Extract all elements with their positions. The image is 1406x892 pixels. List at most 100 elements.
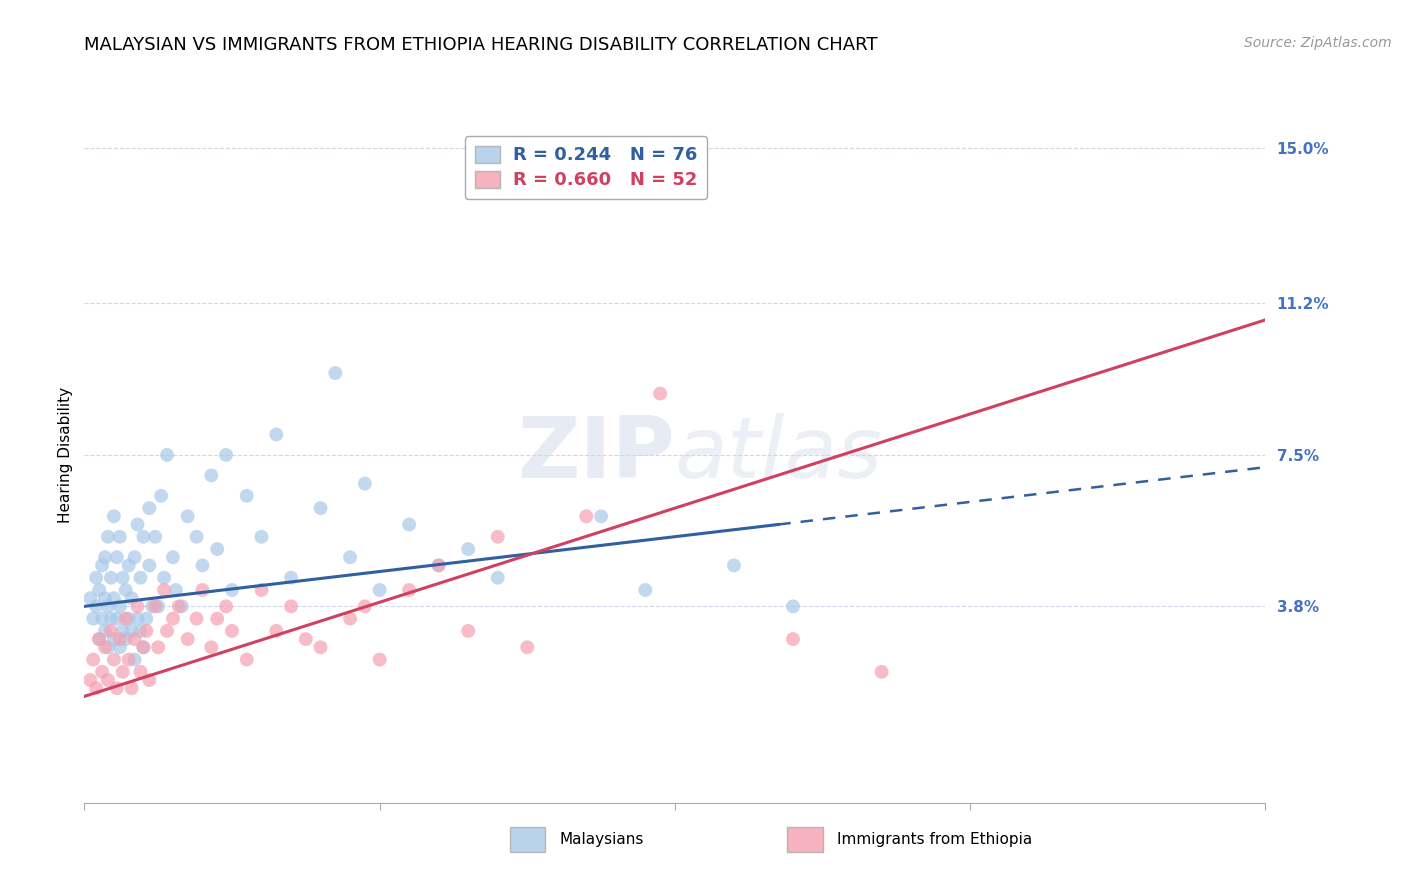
- Point: [170, 599, 193, 614]
- Point: [398, 517, 420, 532]
- Point: [280, 571, 302, 585]
- Point: [114, 632, 136, 646]
- Point: [111, 624, 134, 638]
- Point: [634, 582, 657, 597]
- Point: [100, 612, 122, 626]
- Point: [84, 571, 107, 585]
- Point: [354, 599, 377, 614]
- Point: [114, 582, 136, 597]
- Point: [118, 612, 141, 626]
- Point: [162, 550, 184, 565]
- Point: [103, 632, 125, 646]
- Point: [105, 550, 128, 565]
- Point: [127, 599, 149, 614]
- Point: [111, 571, 134, 585]
- Point: [100, 571, 122, 585]
- Text: MALAYSIAN VS IMMIGRANTS FROM ETHIOPIA HEARING DISABILITY CORRELATION CHART: MALAYSIAN VS IMMIGRANTS FROM ETHIOPIA HE…: [84, 36, 877, 54]
- Point: [205, 542, 228, 557]
- Point: [427, 558, 450, 573]
- Point: [516, 640, 538, 655]
- Point: [368, 582, 391, 597]
- Point: [215, 599, 238, 614]
- Point: [200, 640, 222, 655]
- Point: [124, 550, 146, 565]
- Point: [132, 640, 155, 655]
- Point: [105, 681, 128, 696]
- Point: [486, 571, 509, 585]
- Point: [87, 632, 111, 646]
- Point: [457, 624, 479, 638]
- Point: [138, 501, 160, 516]
- Point: [97, 599, 120, 614]
- Point: [103, 652, 125, 666]
- Text: Immigrants from Ethiopia: Immigrants from Ethiopia: [837, 832, 1032, 847]
- Point: [177, 632, 200, 646]
- Point: [309, 501, 332, 516]
- Point: [782, 599, 804, 614]
- Bar: [787, 827, 823, 852]
- Point: [398, 582, 420, 597]
- Point: [186, 612, 208, 626]
- Point: [235, 652, 259, 666]
- Point: [108, 640, 131, 655]
- Text: ZIP: ZIP: [517, 413, 675, 497]
- Point: [167, 599, 190, 614]
- Point: [309, 640, 332, 655]
- Point: [368, 652, 391, 666]
- Point: [280, 599, 302, 614]
- Point: [91, 612, 114, 626]
- Point: [127, 517, 149, 532]
- Point: [79, 591, 101, 606]
- Point: [165, 582, 187, 597]
- Point: [129, 571, 152, 585]
- Point: [143, 599, 166, 614]
- Point: [97, 640, 120, 655]
- Point: [84, 599, 107, 614]
- Point: [138, 558, 160, 573]
- Point: [114, 612, 136, 626]
- Point: [118, 652, 141, 666]
- Point: [141, 599, 163, 614]
- Point: [94, 640, 117, 655]
- Point: [148, 640, 170, 655]
- Text: atlas: atlas: [675, 413, 883, 497]
- Point: [354, 476, 377, 491]
- Point: [153, 571, 176, 585]
- Point: [79, 673, 101, 687]
- Point: [177, 509, 200, 524]
- Point: [575, 509, 598, 524]
- Point: [221, 582, 243, 597]
- Point: [191, 582, 214, 597]
- Point: [108, 530, 131, 544]
- Point: [427, 558, 450, 573]
- Point: [105, 612, 128, 626]
- Point: [97, 530, 120, 544]
- Point: [723, 558, 745, 573]
- Point: [143, 530, 166, 544]
- Point: [103, 591, 125, 606]
- Point: [132, 530, 155, 544]
- Point: [135, 612, 157, 626]
- Point: [264, 624, 288, 638]
- Point: [235, 489, 259, 503]
- Point: [121, 591, 143, 606]
- Point: [82, 612, 104, 626]
- Point: [118, 558, 141, 573]
- Point: [94, 624, 117, 638]
- Point: [124, 652, 146, 666]
- Point: [91, 665, 114, 679]
- Point: [121, 681, 143, 696]
- Point: [108, 632, 131, 646]
- Point: [127, 612, 149, 626]
- Point: [124, 632, 146, 646]
- Text: Source: ZipAtlas.com: Source: ZipAtlas.com: [1244, 36, 1392, 50]
- Point: [295, 632, 318, 646]
- Point: [591, 509, 613, 524]
- Point: [156, 448, 179, 462]
- Point: [91, 558, 114, 573]
- Bar: [509, 827, 546, 852]
- Point: [782, 632, 804, 646]
- Point: [150, 489, 173, 503]
- Point: [111, 665, 134, 679]
- Point: [103, 509, 125, 524]
